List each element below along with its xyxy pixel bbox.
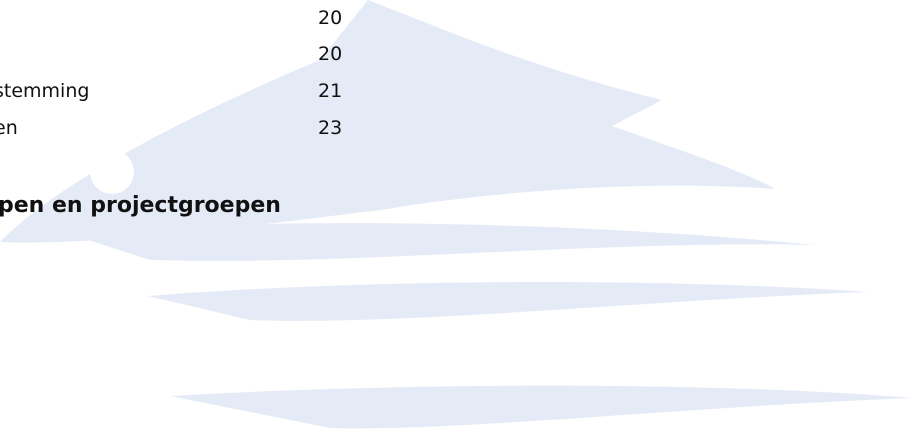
- wave: [148, 282, 868, 321]
- entry-title: en: [0, 117, 18, 139]
- wave: [170, 386, 912, 429]
- fish-eye: [90, 150, 134, 194]
- section-heading: pen en projectgroepen: [0, 193, 281, 218]
- entry-page: 20: [318, 43, 342, 65]
- entry-page: 21: [318, 80, 342, 102]
- document: 20 20 stemming 21 en 23 pen en projectgroepen: [0, 0, 922, 439]
- entry-page: 20: [318, 7, 342, 29]
- wave: [70, 223, 816, 261]
- page: {"toc": {"entries": [{"page": 20}, {"pag…: [0, 0, 922, 439]
- entry-page: 23: [318, 117, 342, 139]
- entry-title: stemming: [0, 80, 89, 102]
